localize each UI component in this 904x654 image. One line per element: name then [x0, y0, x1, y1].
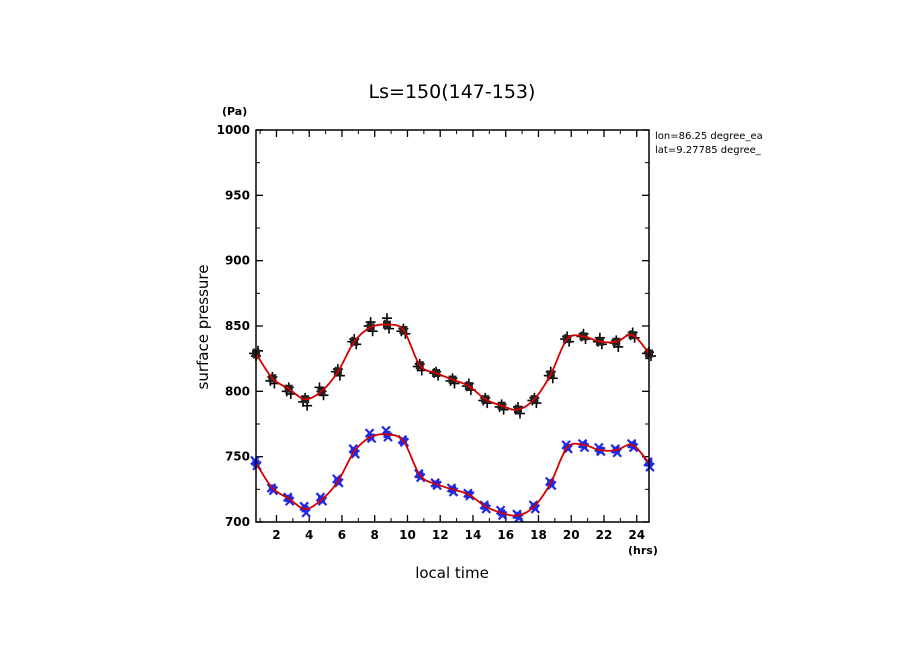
y-tick-label: 750 [225, 450, 250, 464]
y-tick-label: 1000 [217, 123, 250, 137]
x-axis-label: local time [415, 564, 489, 582]
x-tick-label: 24 [628, 528, 645, 542]
y-axis-label: surface pressure [194, 265, 212, 390]
series-layer [249, 313, 656, 523]
x-marker-b [645, 462, 655, 472]
series-line-1 [255, 433, 650, 517]
x-tick-label: 18 [530, 528, 547, 542]
axis-ticks: 2 4 6 8 10 12 14 16 18 20 22 2470075080085090095010… [217, 123, 649, 542]
series-0 [249, 313, 656, 419]
x-tick-label: 8 [371, 528, 379, 542]
y-tick-label: 800 [225, 384, 250, 398]
x-unit-label: (hrs) [628, 544, 658, 557]
x-marker-b [364, 428, 375, 438]
y-tick-label: 950 [225, 188, 250, 202]
x-tick-label: 4 [305, 528, 313, 542]
annotation-lon: lon=86.25 degree_ea [655, 131, 763, 142]
x-tick-label: 10 [399, 528, 416, 542]
y-tick-label: 700 [225, 515, 250, 529]
x-tick-label: 20 [563, 528, 580, 542]
series-1 [250, 425, 655, 523]
series-line-0 [255, 323, 650, 411]
x-tick-label: 2 [272, 528, 280, 542]
x-tick-label: 14 [465, 528, 482, 542]
y-unit-label: (Pa) [222, 105, 247, 118]
annotation-lat: lat=9.27785 degree_ [655, 145, 762, 156]
plot-frame [255, 129, 650, 523]
x-marker-b [381, 425, 391, 436]
x-tick-label: 22 [596, 528, 613, 542]
y-tick-label: 900 [225, 254, 250, 268]
x-tick-label: 6 [338, 528, 346, 542]
x-marker-b [301, 508, 311, 518]
chart-title: Ls=150(147-153) [369, 81, 536, 103]
y-tick-label: 850 [225, 319, 250, 333]
x-tick-label: 12 [432, 528, 449, 542]
x-tick-label: 16 [497, 528, 514, 542]
